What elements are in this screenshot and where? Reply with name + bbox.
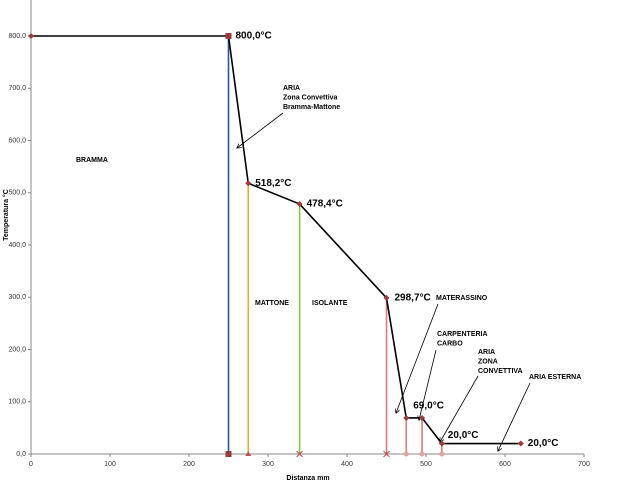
- annotation: BRAMMA: [76, 157, 108, 164]
- value-label: 478,4°C: [307, 199, 343, 210]
- series-line: [31, 35, 521, 445]
- y-tick-label: 0,0: [16, 451, 26, 458]
- annotation: CONVETTIVA: [478, 368, 523, 375]
- x-tick-label: 200: [183, 461, 195, 468]
- arrow: [419, 349, 437, 420]
- y-tick-label: 400,0: [8, 242, 26, 249]
- x-tick-label: 0: [29, 461, 33, 468]
- annotation: CARPENTERIA: [437, 331, 488, 338]
- arrow: [498, 382, 531, 451]
- boundary-marker: [245, 451, 252, 456]
- arrow: [237, 112, 284, 148]
- annotation: ISOLANTE: [312, 300, 348, 307]
- arrows: [237, 112, 531, 451]
- value-label: 800,0°C: [236, 31, 272, 42]
- value-label: 20,0°C: [528, 438, 559, 449]
- y-tick-label: 600,0: [8, 137, 26, 144]
- annotation: MATTONE: [255, 300, 289, 307]
- annotation: ARIA: [283, 85, 300, 92]
- x-tick-label: 600: [499, 461, 511, 468]
- value-label: 298,7°C: [395, 293, 431, 304]
- annotation: MATERASSINO: [436, 295, 488, 302]
- y-tick-label: 700,0: [8, 85, 26, 92]
- x-tick-label: 100: [104, 461, 116, 468]
- point: [383, 294, 390, 301]
- point: [403, 414, 410, 421]
- x-tick-label: 700: [578, 461, 590, 468]
- x-tick-label: 400: [341, 461, 353, 468]
- x-tick-label: 500: [420, 461, 432, 468]
- value-label: 518,2°C: [255, 178, 291, 189]
- annotation: ARIA: [478, 349, 495, 356]
- annotation: CARBO: [437, 340, 463, 347]
- point: [517, 440, 524, 447]
- point: [419, 414, 426, 421]
- y-tick-label: 500,0: [8, 190, 26, 197]
- point: [245, 180, 252, 187]
- y-axis-title: Temperatura °C: [2, 189, 10, 241]
- value-label: 69,0°C: [413, 401, 444, 412]
- point: [28, 33, 34, 39]
- boundary-marker: [439, 451, 445, 457]
- point: [438, 440, 445, 447]
- annotation: Zona Convettiva: [283, 94, 338, 101]
- x-axis-title: Distanza mm: [286, 475, 329, 482]
- x-tick-label: 300: [262, 461, 274, 468]
- point: [296, 201, 303, 208]
- boundary-marker: [383, 450, 390, 458]
- annotation: ZONA: [478, 358, 498, 365]
- value-label: 20,0°C: [448, 430, 479, 441]
- point: [225, 33, 232, 39]
- y-tick-label: 300,0: [8, 294, 26, 301]
- boundary-marker: [296, 450, 303, 458]
- arrow: [440, 375, 479, 442]
- boundary-marker: [403, 451, 409, 457]
- annotation: Bramma-Mattone: [283, 104, 340, 111]
- y-tick-label: 200,0: [8, 346, 26, 353]
- boundary-marker: [225, 451, 232, 457]
- y-tick-label: 800,0: [8, 33, 26, 40]
- boundary-marker: [419, 451, 425, 457]
- annotation: ARIA ESTERNA: [529, 374, 581, 381]
- y-tick-label: 100,0: [8, 399, 26, 406]
